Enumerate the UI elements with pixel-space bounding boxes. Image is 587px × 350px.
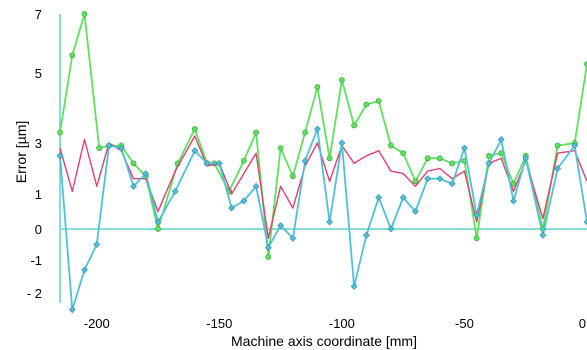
x-tick-label: -150 xyxy=(206,316,232,331)
data-point xyxy=(412,178,419,185)
y-tick-label: 0 xyxy=(35,222,42,237)
data-point xyxy=(253,129,259,136)
data-point xyxy=(449,160,456,167)
data-point xyxy=(571,142,579,149)
data-point xyxy=(142,170,150,178)
data-point xyxy=(400,150,407,157)
data-point xyxy=(350,282,358,290)
x-tick-label: 0 xyxy=(579,316,586,331)
x-axis-label: Machine axis coordinate [mm] xyxy=(231,333,417,349)
data-point xyxy=(154,218,162,226)
x-tick-label: -100 xyxy=(329,316,355,331)
data-point xyxy=(539,231,547,239)
series-layer xyxy=(56,11,587,314)
data-point xyxy=(411,208,419,215)
data-point xyxy=(362,231,370,239)
data-point xyxy=(584,61,587,68)
y-tick-label: 7 xyxy=(35,7,42,22)
x-tick-label: -50 xyxy=(455,316,474,331)
data-point xyxy=(461,144,468,152)
data-point xyxy=(228,204,236,212)
series-0 xyxy=(57,11,587,260)
data-point xyxy=(264,244,272,252)
data-point xyxy=(338,77,345,83)
data-point xyxy=(375,98,382,104)
data-point xyxy=(436,175,444,183)
data-point xyxy=(96,145,103,151)
data-point xyxy=(155,226,161,232)
series-line xyxy=(59,135,587,240)
data-point xyxy=(351,122,358,129)
data-point xyxy=(301,157,309,165)
data-point xyxy=(338,139,346,147)
data-point xyxy=(326,155,333,162)
data-point xyxy=(81,266,88,274)
data-point xyxy=(93,241,101,248)
series-line xyxy=(59,128,587,311)
data-point xyxy=(437,155,443,162)
data-point xyxy=(424,155,431,162)
data-point xyxy=(424,175,432,183)
data-point xyxy=(289,173,296,180)
data-point xyxy=(277,222,285,229)
series-2 xyxy=(56,125,587,314)
data-point xyxy=(57,129,63,136)
data-point xyxy=(252,182,260,190)
data-point xyxy=(302,129,309,136)
data-point xyxy=(69,52,76,59)
data-point xyxy=(554,165,562,172)
x-tick-label: -200 xyxy=(84,316,110,331)
data-point xyxy=(56,152,64,160)
data-point xyxy=(81,11,88,17)
data-point xyxy=(215,159,223,167)
data-point xyxy=(363,101,370,108)
series-line xyxy=(59,13,587,258)
data-point xyxy=(486,152,492,159)
data-point xyxy=(191,147,199,155)
data-point xyxy=(473,235,480,242)
data-point xyxy=(448,180,456,188)
data-point xyxy=(191,126,198,132)
y-tick-label: - 2 xyxy=(27,286,42,301)
data-point xyxy=(485,159,493,167)
data-point xyxy=(388,142,394,149)
data-point xyxy=(554,142,561,149)
y-tick-label: 1 xyxy=(35,187,42,202)
data-point xyxy=(387,225,395,233)
y-tick-label: 3 xyxy=(35,136,42,151)
y-tick-label: -1 xyxy=(30,253,42,268)
data-point xyxy=(583,218,587,226)
data-point xyxy=(117,144,125,152)
data-point xyxy=(473,211,481,219)
data-point xyxy=(497,136,505,143)
data-point xyxy=(130,160,137,167)
data-point xyxy=(171,188,179,195)
data-point xyxy=(68,306,76,314)
series-1 xyxy=(59,135,587,240)
y-axis-label: Error [µm] xyxy=(13,121,29,184)
data-point xyxy=(375,194,383,201)
data-point xyxy=(326,218,334,226)
data-point xyxy=(522,154,530,162)
data-point xyxy=(265,253,272,260)
data-point xyxy=(240,197,248,205)
data-point xyxy=(289,234,297,242)
data-point xyxy=(203,159,211,167)
axes-layer xyxy=(59,14,587,303)
data-point xyxy=(314,84,321,90)
y-tick-label: 5 xyxy=(35,66,42,81)
data-point xyxy=(399,194,407,201)
data-point xyxy=(130,182,137,190)
data-point xyxy=(105,142,113,149)
data-point xyxy=(510,197,517,205)
data-point xyxy=(313,125,321,133)
data-point xyxy=(240,157,247,164)
ticks-layer: 7 5 3 1 0 -1 - 2 -200 -150 -100 -50 0 xyxy=(27,7,586,331)
data-point xyxy=(277,145,284,151)
